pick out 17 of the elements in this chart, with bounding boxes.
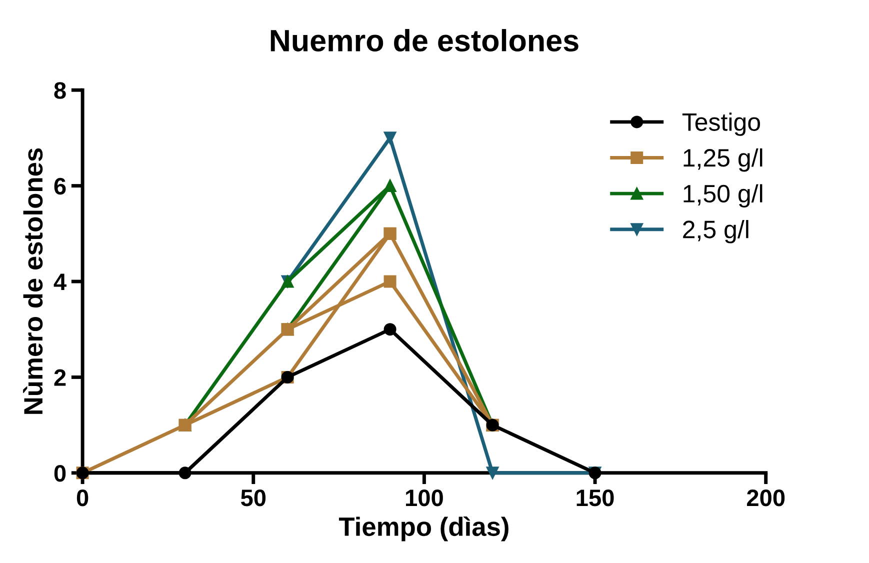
chart-title: Nuemro de estolones: [270, 29, 578, 52]
legend-label: 2,5 g/l: [683, 220, 748, 244]
legend-label: 1,25 g/l: [684, 148, 762, 172]
x-tick-label: 200: [746, 490, 785, 506]
y-tick-label: 6: [54, 178, 66, 195]
x-axis-title: Tiempo (dìas): [338, 516, 508, 542]
legend-label: Testigo: [682, 112, 760, 136]
x-tick-label: 150: [576, 490, 614, 506]
y-tick-label: 4: [54, 274, 66, 290]
x-tick-label: 100: [406, 490, 443, 506]
x-tick-label: 0: [76, 490, 88, 506]
y-tick-label: 2: [54, 369, 66, 386]
y-tick-label: 0: [54, 464, 66, 482]
y-axis-title: Nùmero de estolones: [23, 148, 43, 414]
x-tick-label: 50: [240, 490, 266, 506]
legend-label: 1,50 g/l: [684, 184, 762, 208]
y-tick-label: 8: [54, 82, 66, 99]
